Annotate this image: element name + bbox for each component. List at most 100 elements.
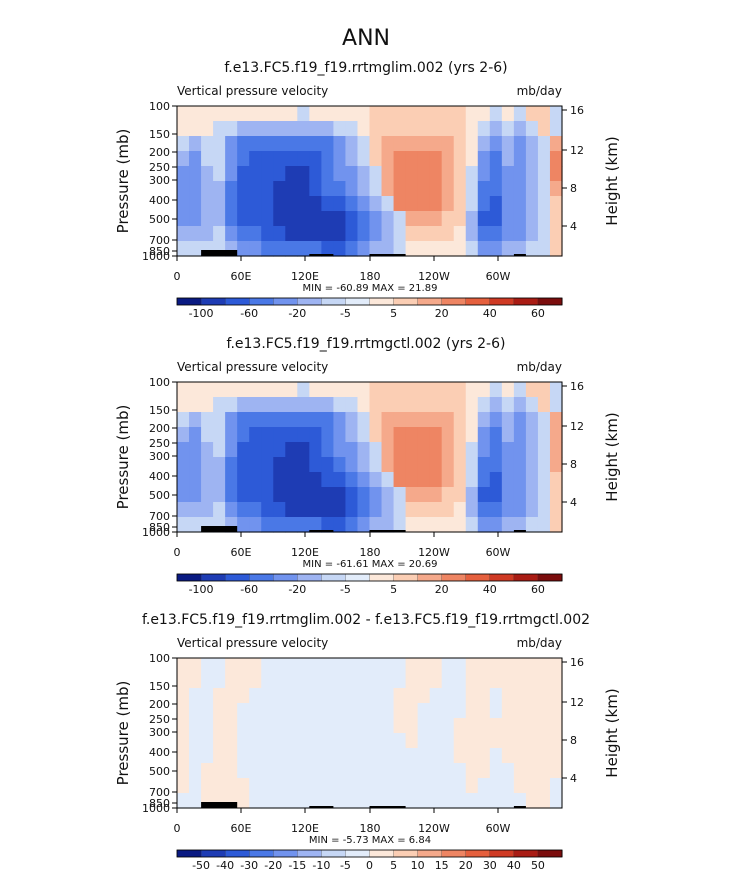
- contour-cell: [489, 442, 503, 458]
- contour-cell: [477, 196, 491, 212]
- contour-cell: [333, 211, 347, 227]
- contour-cell: [381, 211, 395, 227]
- contour-cell: [405, 226, 419, 242]
- contour-cell: [525, 703, 539, 719]
- colorbar-label: 20: [435, 583, 449, 596]
- contour-cell: [513, 748, 527, 764]
- colorbar-box: [489, 849, 515, 858]
- colorbar-box: [297, 297, 322, 306]
- contour-cell: [429, 241, 443, 257]
- contour-cell: [393, 502, 407, 518]
- contour-cell: [177, 718, 190, 734]
- contour-cell: [489, 166, 503, 182]
- contour-cell: [357, 703, 371, 719]
- contour-cell: [297, 778, 310, 794]
- contour-cell: [297, 517, 310, 533]
- contour-cell: [393, 121, 407, 137]
- contour-cell: [225, 658, 238, 674]
- contour-cell: [273, 397, 286, 413]
- units-label: mb/day: [517, 360, 562, 374]
- contour-cell: [369, 748, 383, 764]
- contour-cell: [309, 673, 322, 689]
- contour-cell: [453, 397, 467, 413]
- contour-cell: [345, 517, 359, 533]
- contour-cell: [525, 226, 539, 242]
- contour-cell: [381, 472, 395, 488]
- contour-cell: [297, 793, 310, 809]
- contour-cell: [393, 472, 407, 488]
- colorbar-box: [249, 573, 274, 582]
- contour-cell: [513, 658, 527, 674]
- contour-cell: [321, 763, 335, 779]
- contour-cell: [237, 397, 250, 413]
- contour-cell: [549, 688, 563, 704]
- contour-cell: [333, 793, 347, 809]
- colorbar-label: -5: [340, 307, 351, 320]
- contour-cell: [357, 502, 371, 518]
- contour-cell: [213, 442, 226, 458]
- contour-cell: [321, 196, 335, 212]
- contour-cell: [417, 382, 431, 398]
- min-max-stats: MIN = -60.89 MAX = 21.89: [303, 283, 438, 294]
- contour-cell: [201, 106, 214, 122]
- y-tick-label: 850: [149, 521, 170, 534]
- contour-cell: [513, 502, 527, 518]
- contour-cell: [333, 121, 347, 137]
- contour-cell: [333, 151, 347, 167]
- contour-cell: [213, 733, 226, 749]
- contour-cell: [513, 517, 527, 533]
- contour-cell: [501, 241, 515, 257]
- contour-cell: [177, 763, 190, 779]
- contour-cell: [501, 136, 515, 152]
- contour-cell: [525, 151, 539, 167]
- contour-cell: [465, 472, 479, 488]
- contour-cell: [381, 487, 395, 503]
- x-tick-label: 0: [174, 270, 181, 283]
- contour-cell: [309, 487, 322, 503]
- contour-cell: [441, 211, 455, 227]
- contour-cell: [441, 673, 455, 689]
- contour-cell: [549, 733, 563, 749]
- contour-cell: [477, 106, 491, 122]
- contour-cell: [213, 121, 226, 137]
- contour-cell: [321, 382, 335, 398]
- variable-label: Vertical pressure velocity: [177, 636, 328, 650]
- x-tick-label: 120W: [418, 822, 450, 835]
- contour-cell: [321, 166, 335, 182]
- contour-cell: [513, 427, 527, 443]
- contour-cell: [501, 226, 515, 242]
- contour-cell: [549, 136, 563, 152]
- contour-cell: [453, 196, 467, 212]
- contour-cell: [285, 748, 298, 764]
- contour-cell: [489, 733, 503, 749]
- contour-cell: [261, 703, 274, 719]
- contour-cell: [381, 733, 395, 749]
- contour-cell: [417, 487, 431, 503]
- contour-cell: [177, 241, 190, 257]
- contour-cell: [441, 397, 455, 413]
- contour-cell: [405, 718, 419, 734]
- x-tick-label: 60W: [486, 822, 511, 835]
- contour-cell: [381, 412, 395, 428]
- contour-cell: [525, 763, 539, 779]
- contour-cell: [441, 166, 455, 182]
- contour-cell: [549, 241, 563, 257]
- contour-cell: [537, 106, 551, 122]
- contour-cell: [549, 226, 563, 242]
- contour-cell: [405, 517, 419, 533]
- contour-cell: [249, 487, 262, 503]
- contour-cell: [297, 472, 310, 488]
- contour-cell: [297, 136, 310, 152]
- contour-cell: [285, 502, 298, 518]
- contour-cell: [549, 673, 563, 689]
- contour-cell: [237, 658, 250, 674]
- contour-cell: [261, 106, 274, 122]
- contour-cell: [381, 658, 395, 674]
- contour-cell: [261, 382, 274, 398]
- contour-cell: [369, 166, 383, 182]
- contour-cell: [393, 211, 407, 227]
- colorbar-box: [321, 297, 346, 306]
- contour-cell: [453, 673, 467, 689]
- contour-cell: [405, 397, 419, 413]
- contour-cell: [309, 181, 322, 197]
